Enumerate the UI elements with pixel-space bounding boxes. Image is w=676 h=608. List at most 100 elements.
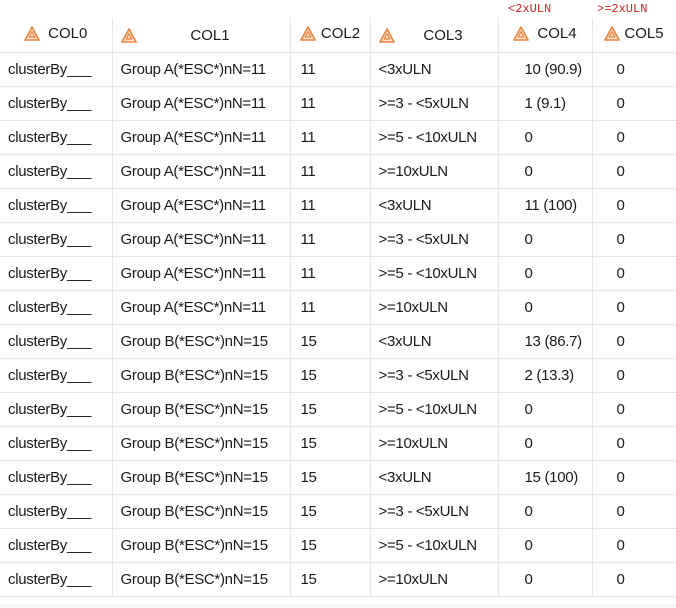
table-cell-col4[interactable]: 10 (90.9) bbox=[498, 52, 593, 87]
table-cell-col4[interactable]: 0 bbox=[498, 392, 593, 427]
table-row[interactable]: clusterBy___ Group A(*ESC*)nN=11 11 >=10xUL… bbox=[0, 154, 676, 189]
table-cell-col3[interactable]: <3xULN bbox=[370, 460, 499, 495]
table-row[interactable]: clusterBy___ Group A(*ESC*)nN=11 11 >=3 - <… bbox=[0, 86, 676, 121]
table-cell-col4[interactable]: 1 (9.1) bbox=[498, 86, 593, 121]
table-cell-col1[interactable]: Group B(*ESC*)nN=15 bbox=[112, 358, 291, 393]
table-cell-col4[interactable]: 0 bbox=[498, 154, 593, 189]
table-cell-col1[interactable]: Group B(*ESC*)nN=15 bbox=[112, 460, 291, 495]
table-cell-col0[interactable]: clusterBy___ bbox=[0, 154, 113, 189]
table-row[interactable]: clusterBy___ Group A(*ESC*)nN=11 11 >=3 - <… bbox=[0, 222, 676, 257]
table-row[interactable]: clusterBy___ Group B(*ESC*)nN=15 15 >=5 - <… bbox=[0, 392, 676, 427]
table-cell-col1[interactable]: Group A(*ESC*)nN=11 bbox=[112, 188, 291, 223]
table-cell-col0[interactable]: clusterBy___ bbox=[0, 528, 113, 563]
table-cell-col0[interactable]: clusterBy___ bbox=[0, 460, 113, 495]
table-row[interactable]: clusterBy___ Group A(*ESC*)nN=11 11 >=5 - <… bbox=[0, 120, 676, 155]
table-cell-col1[interactable]: Group B(*ESC*)nN=15 bbox=[112, 562, 291, 597]
table-cell-col5[interactable]: 0 bbox=[592, 52, 676, 87]
table-cell-col4[interactable]: 0 bbox=[498, 528, 593, 563]
table-cell-col2[interactable]: 15 bbox=[290, 426, 371, 461]
table-cell-col2[interactable]: 11 bbox=[290, 120, 371, 155]
table-cell-col2[interactable]: 11 bbox=[290, 86, 371, 121]
table-cell-col0[interactable]: clusterBy___ bbox=[0, 358, 113, 393]
table-cell-col3[interactable]: >=5 - <10xULN bbox=[370, 256, 499, 291]
column-header-col0[interactable]: COL0 bbox=[0, 18, 113, 53]
table-row[interactable]: clusterBy___ Group B(*ESC*)nN=15 15 >=5 - <… bbox=[0, 528, 676, 563]
table-cell-col3[interactable]: >=3 - <5xULN bbox=[370, 222, 499, 257]
table-cell-col3[interactable]: <3xULN bbox=[370, 52, 499, 87]
table-cell-col5[interactable]: 0 bbox=[592, 86, 676, 121]
table-cell-col2[interactable]: 15 bbox=[290, 324, 371, 359]
table-cell-col2[interactable]: 11 bbox=[290, 52, 371, 87]
table-cell-col0[interactable]: clusterBy___ bbox=[0, 324, 113, 359]
table-cell-col5[interactable]: 0 bbox=[592, 392, 676, 427]
table-cell-col5[interactable]: 0 bbox=[592, 290, 676, 325]
table-cell-col3[interactable]: >=3 - <5xULN bbox=[370, 86, 499, 121]
table-cell-col5[interactable]: 0 bbox=[592, 256, 676, 291]
table-cell-col5[interactable]: 0 bbox=[592, 154, 676, 189]
table-cell-col4[interactable]: 15 (100) bbox=[498, 460, 593, 495]
table-cell-col1[interactable]: Group A(*ESC*)nN=11 bbox=[112, 222, 291, 257]
table-row[interactable]: clusterBy___ Group A(*ESC*)nN=11 11 <3xULN 1… bbox=[0, 52, 676, 87]
table-cell-col2[interactable]: 11 bbox=[290, 154, 371, 189]
table-cell-col4[interactable]: 0 bbox=[498, 256, 593, 291]
table-cell-col4[interactable]: 0 bbox=[498, 562, 593, 597]
table-cell-col3[interactable]: >=10xULN bbox=[370, 562, 499, 597]
table-cell-col4[interactable]: 11 (100) bbox=[498, 188, 593, 223]
table-cell-col5[interactable]: 0 bbox=[592, 120, 676, 155]
table-cell-col4[interactable]: 0 bbox=[498, 494, 593, 529]
table-cell-col3[interactable]: >=3 - <5xULN bbox=[370, 358, 499, 393]
table-cell-col4[interactable]: 13 (86.7) bbox=[498, 324, 593, 359]
table-cell-col2[interactable]: 15 bbox=[290, 460, 371, 495]
table-cell-col4[interactable]: 0 bbox=[498, 120, 593, 155]
table-cell-col1[interactable]: Group A(*ESC*)nN=11 bbox=[112, 120, 291, 155]
table-cell-col1[interactable]: Group A(*ESC*)nN=11 bbox=[112, 86, 291, 121]
table-cell-col1[interactable]: Group A(*ESC*)nN=11 bbox=[112, 154, 291, 189]
table-cell-col2[interactable]: 15 bbox=[290, 392, 371, 427]
table-cell-col1[interactable]: Group A(*ESC*)nN=11 bbox=[112, 256, 291, 291]
table-cell-col2[interactable]: 11 bbox=[290, 290, 371, 325]
table-cell-col3[interactable]: >=10xULN bbox=[370, 154, 499, 189]
table-cell-col1[interactable]: Group A(*ESC*)nN=11 bbox=[112, 290, 291, 325]
column-header-col2[interactable]: COL2 bbox=[290, 18, 371, 53]
table-cell-col4[interactable]: 0 bbox=[498, 290, 593, 325]
table-row[interactable]: clusterBy___ Group B(*ESC*)nN=15 15 >=3 - <… bbox=[0, 494, 676, 529]
table-cell-col4[interactable]: 2 (13.3) bbox=[498, 358, 593, 393]
table-cell-col5[interactable]: 0 bbox=[592, 188, 676, 223]
table-row[interactable]: clusterBy___ Group A(*ESC*)nN=11 11 >=10xUL… bbox=[0, 290, 676, 325]
table-row[interactable]: clusterBy___ Group A(*ESC*)nN=11 11 <3xULN 1… bbox=[0, 188, 676, 223]
table-cell-col0[interactable]: clusterBy___ bbox=[0, 86, 113, 121]
table-cell-col1[interactable]: Group B(*ESC*)nN=15 bbox=[112, 494, 291, 529]
table-cell-col0[interactable]: clusterBy___ bbox=[0, 426, 113, 461]
table-row[interactable]: clusterBy___ Group B(*ESC*)nN=15 15 >=10xUL… bbox=[0, 562, 676, 597]
table-row[interactable]: clusterBy___ Group B(*ESC*)nN=15 15 >=3 - <… bbox=[0, 358, 676, 393]
table-cell-col5[interactable]: 0 bbox=[592, 562, 676, 597]
table-cell-col1[interactable]: Group B(*ESC*)nN=15 bbox=[112, 324, 291, 359]
table-cell-col0[interactable]: clusterBy___ bbox=[0, 562, 113, 597]
column-header-col4[interactable]: COL4 bbox=[498, 18, 593, 53]
table-cell-col2[interactable]: 15 bbox=[290, 528, 371, 563]
table-row[interactable]: clusterBy___ Group A(*ESC*)nN=11 11 >=5 - <… bbox=[0, 256, 676, 291]
column-header-col1[interactable]: COL1 bbox=[112, 18, 291, 53]
table-cell-col2[interactable]: 15 bbox=[290, 494, 371, 529]
table-cell-col0[interactable]: clusterBy___ bbox=[0, 392, 113, 427]
table-cell-col0[interactable]: clusterBy___ bbox=[0, 188, 113, 223]
table-cell-col3[interactable]: >=10xULN bbox=[370, 426, 499, 461]
table-cell-col0[interactable]: clusterBy___ bbox=[0, 256, 113, 291]
column-header-col5[interactable]: COL5 bbox=[592, 18, 676, 53]
table-row[interactable]: clusterBy___ Group B(*ESC*)nN=15 15 <3xULN 1… bbox=[0, 324, 676, 359]
table-cell-col3[interactable]: >=5 - <10xULN bbox=[370, 392, 499, 427]
table-cell-col3[interactable]: >=5 - <10xULN bbox=[370, 528, 499, 563]
table-cell-col5[interactable]: 0 bbox=[592, 324, 676, 359]
table-cell-col5[interactable]: 0 bbox=[592, 528, 676, 563]
column-header-col3[interactable]: COL3 bbox=[370, 18, 499, 53]
table-row[interactable]: clusterBy___ Group B(*ESC*)nN=15 15 <3xULN 1… bbox=[0, 460, 676, 495]
table-cell-col2[interactable]: 11 bbox=[290, 222, 371, 257]
table-cell-col2[interactable]: 15 bbox=[290, 562, 371, 597]
table-cell-col0[interactable]: clusterBy___ bbox=[0, 222, 113, 257]
table-cell-col5[interactable]: 0 bbox=[592, 222, 676, 257]
table-cell-col5[interactable]: 0 bbox=[592, 494, 676, 529]
table-cell-col3[interactable]: <3xULN bbox=[370, 324, 499, 359]
table-row[interactable]: clusterBy___ Group B(*ESC*)nN=15 15 >=10xUL… bbox=[0, 426, 676, 461]
table-cell-col5[interactable]: 0 bbox=[592, 358, 676, 393]
table-cell-col2[interactable]: 11 bbox=[290, 188, 371, 223]
